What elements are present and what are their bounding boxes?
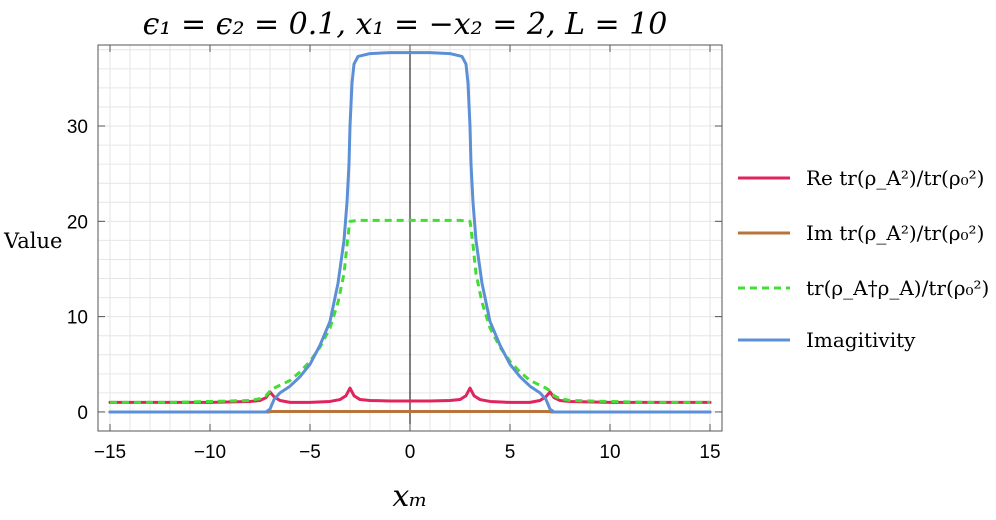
x-tick-label: 0 — [405, 442, 416, 463]
legend-label-tr: tr(ρ_A†ρ_A)/tr(ρ₀²) — [806, 276, 989, 300]
plot-area: −15 −10 −5 0 5 10 15 0 10 20 30 — [67, 44, 723, 463]
y-tick-label: 30 — [67, 117, 88, 138]
legend-label-re: Re tr(ρ_A²)/tr(ρ₀²) — [806, 166, 984, 190]
series-imagitivity-line — [108, 51, 712, 414]
legend-label-imagitivity: Imagitivity — [806, 328, 916, 352]
x-tick-label: 10 — [599, 442, 620, 463]
y-axis-label: Value — [3, 229, 62, 253]
legend-item-re: Re tr(ρ_A²)/tr(ρ₀²) — [738, 166, 984, 190]
series-re-line — [108, 386, 712, 404]
x-tick-label: −15 — [94, 442, 126, 463]
x-axis-ticks: −15 −10 −5 0 5 10 15 — [94, 45, 721, 463]
legend: Re tr(ρ_A²)/tr(ρ₀²) Im tr(ρ_A²)/tr(ρ₀²) … — [738, 166, 989, 352]
chart-title: ϵ₁ = ϵ₂ = 0.1, x₁ = −x₂ = 2, L = 10 — [143, 7, 668, 42]
legend-label-im: Im tr(ρ_A²)/tr(ρ₀²) — [806, 221, 984, 245]
series-tr-line — [110, 218, 710, 404]
y-tick-label: 20 — [67, 212, 88, 233]
y-tick-label: 0 — [77, 403, 88, 424]
x-tick-label: −5 — [299, 442, 321, 463]
y-axis-ticks: 0 10 20 30 — [67, 117, 722, 424]
x-axis-label: xₘ — [392, 479, 427, 514]
legend-item-tr: tr(ρ_A†ρ_A)/tr(ρ₀²) — [738, 276, 989, 300]
series-lines — [108, 51, 712, 414]
legend-item-imagitivity: Imagitivity — [738, 328, 916, 352]
x-tick-label: 5 — [505, 442, 516, 463]
legend-item-im: Im tr(ρ_A²)/tr(ρ₀²) — [738, 221, 984, 245]
x-tick-label: 15 — [699, 442, 720, 463]
y-tick-label: 10 — [67, 308, 88, 329]
x-tick-label: −10 — [194, 442, 226, 463]
